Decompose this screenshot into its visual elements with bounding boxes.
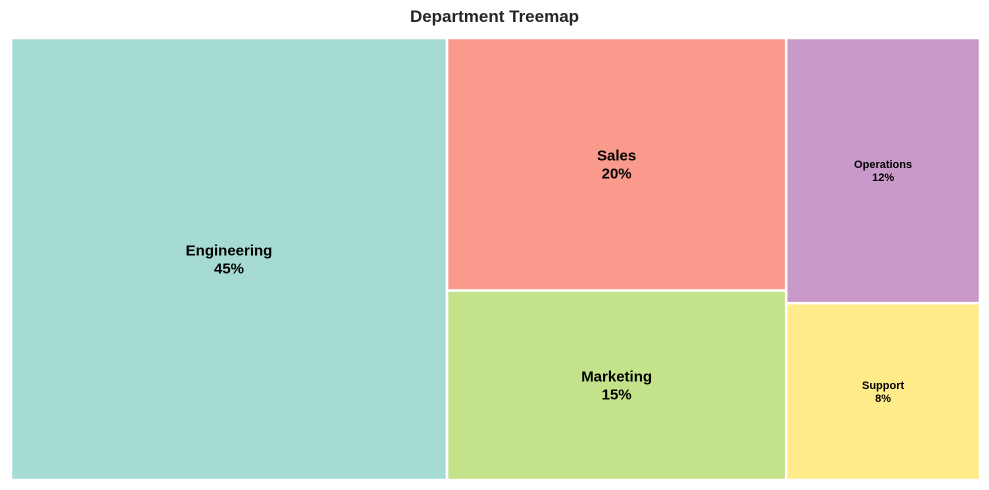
tile-name-marketing: Marketing: [581, 369, 652, 386]
tile-support: [784, 301, 982, 482]
tile-name-sales: Sales: [597, 148, 636, 165]
tile-name-operations: Operations: [854, 159, 912, 171]
tile-value-support: 8%: [875, 393, 891, 405]
tile-value-operations: 12%: [872, 172, 894, 184]
tile-name-support: Support: [862, 380, 904, 392]
tile-value-marketing: 15%: [602, 387, 632, 404]
tile-name-engineering: Engineering: [186, 242, 273, 259]
chart-title: Department Treemap: [409, 7, 580, 26]
tile-value-sales: 20%: [602, 166, 632, 183]
tile-value-engineering: 45%: [214, 260, 244, 277]
tile-operations: [784, 36, 982, 305]
